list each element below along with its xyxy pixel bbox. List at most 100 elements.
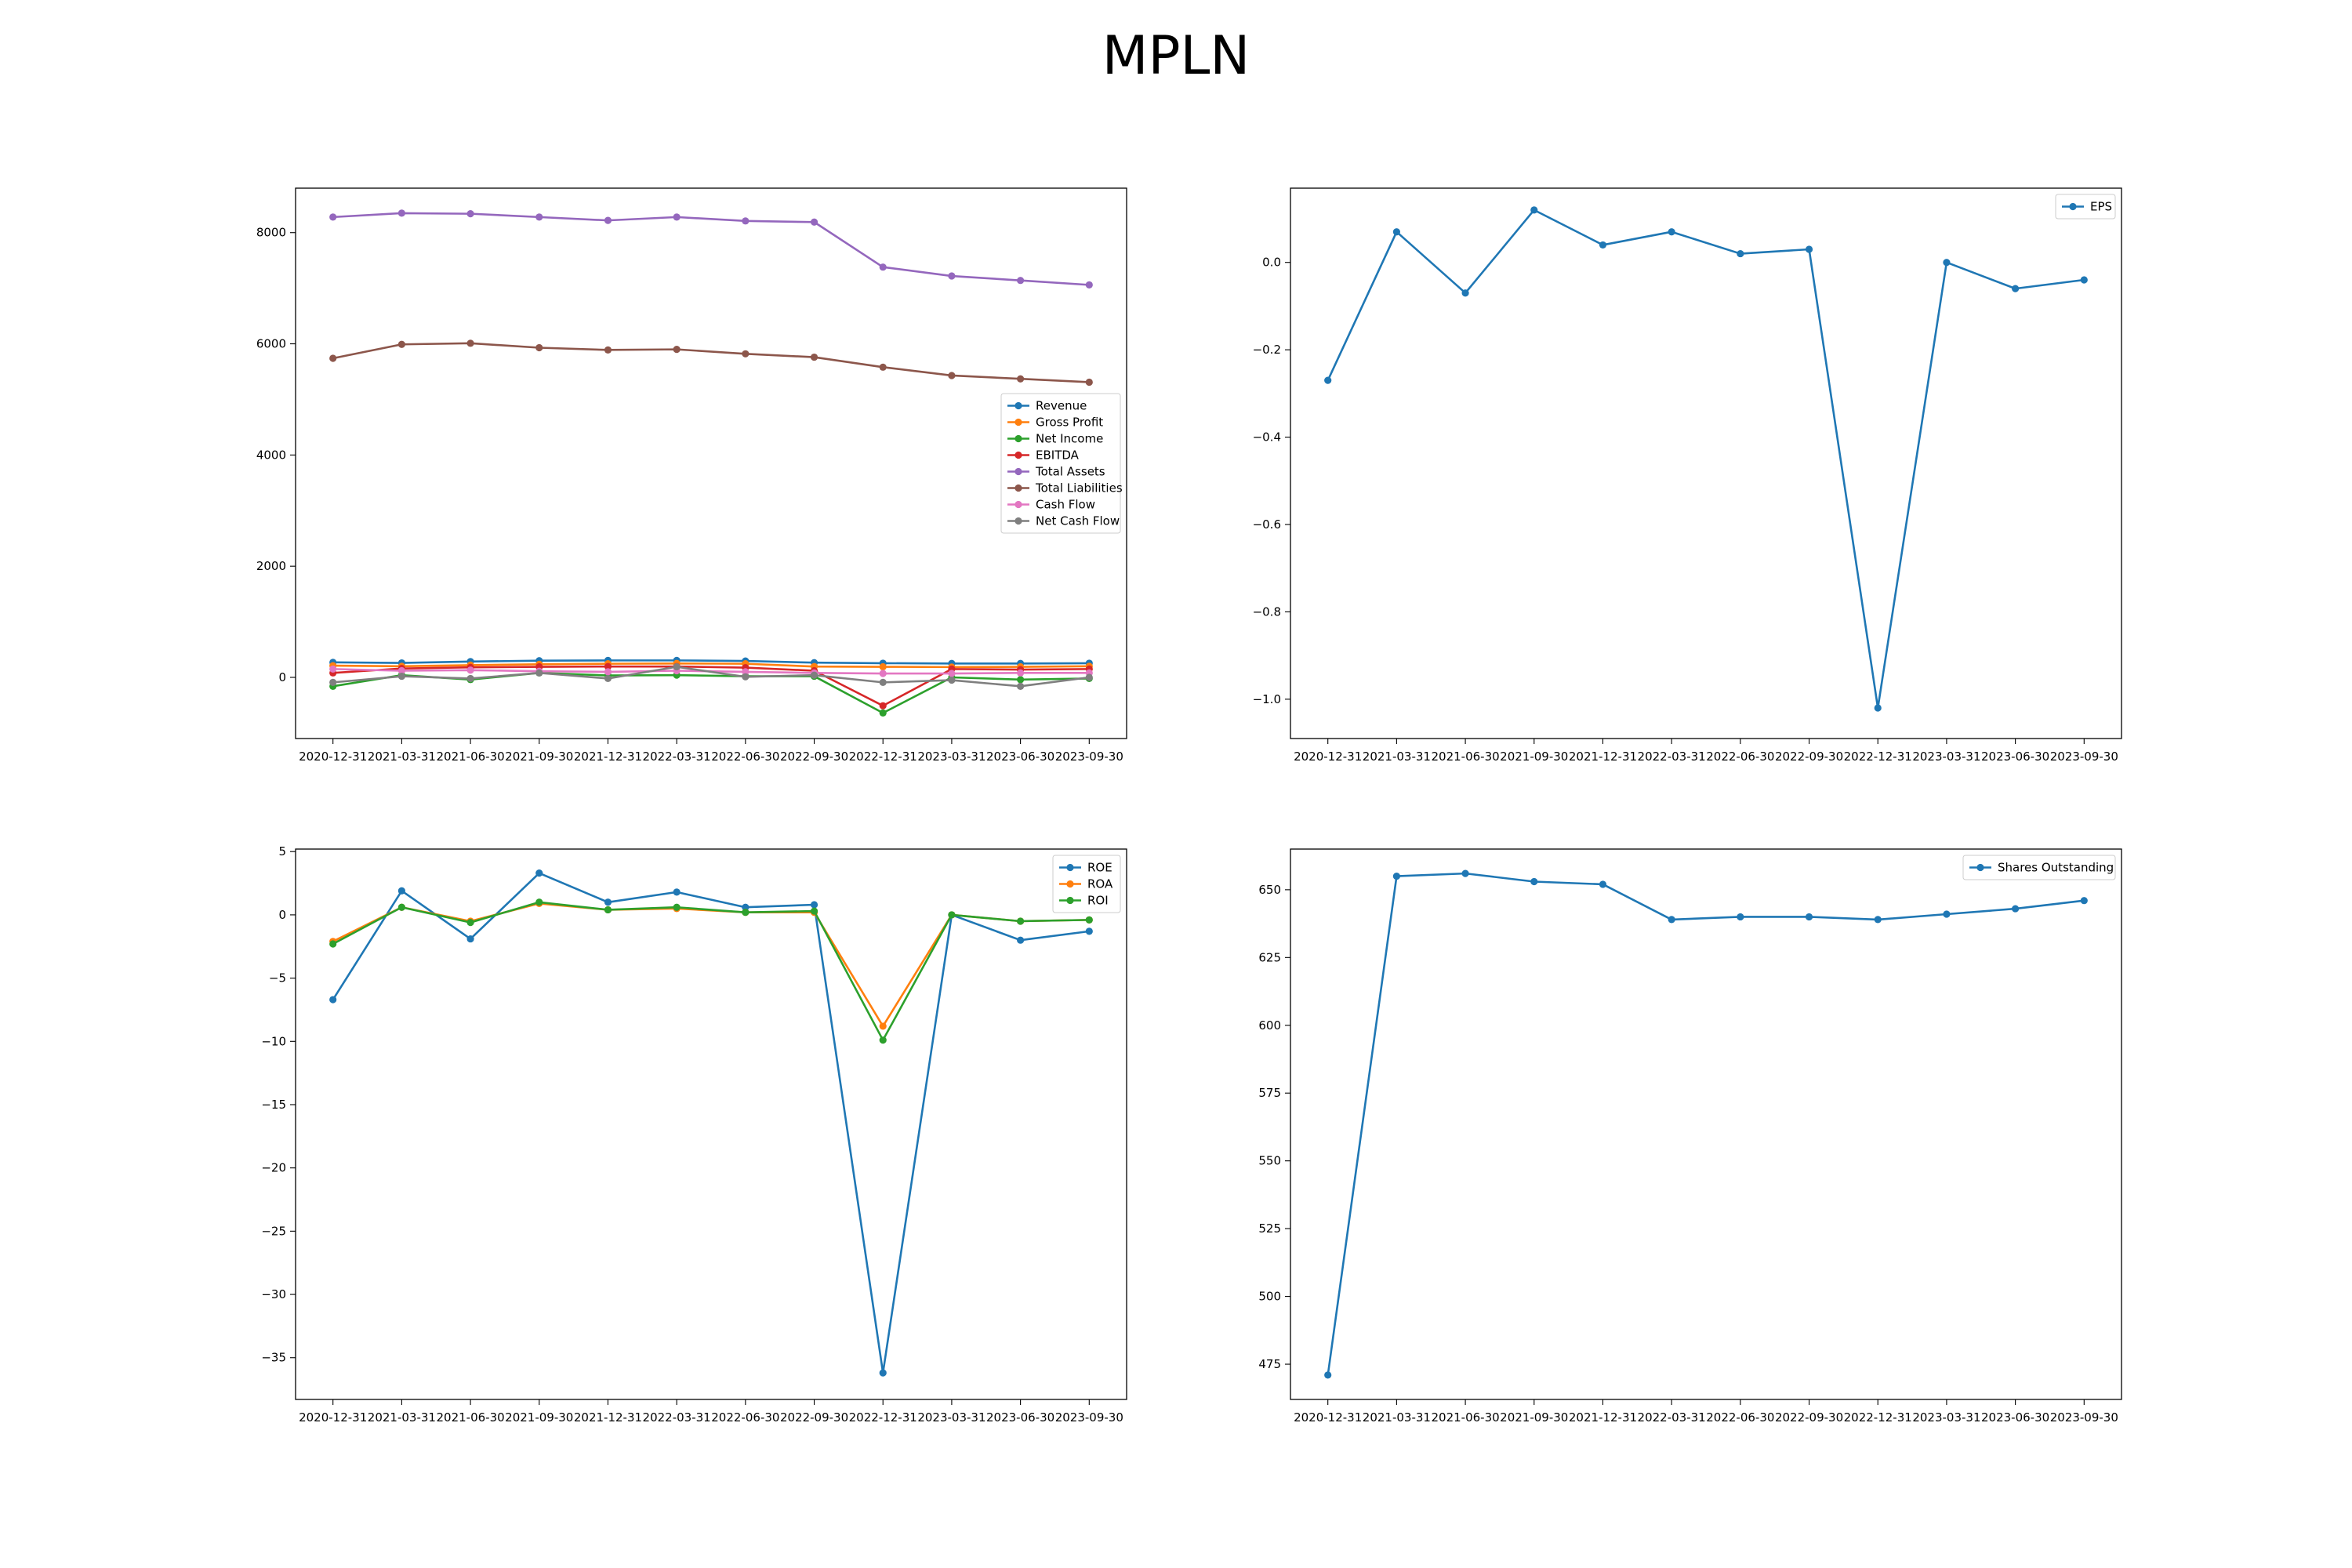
data-point bbox=[397, 209, 405, 217]
data-point bbox=[329, 940, 337, 948]
y-tick-label: −5 bbox=[269, 971, 286, 985]
subplot-2: 2020-12-31 2021-03-31 2021-06-30 2021-09-30… bbox=[1253, 187, 2122, 764]
series-eps bbox=[1324, 206, 2088, 712]
legend-marker bbox=[1014, 451, 1022, 459]
data-point bbox=[1324, 1371, 1332, 1379]
data-point bbox=[810, 901, 818, 909]
legend-box bbox=[2055, 194, 2116, 220]
data-point bbox=[1737, 913, 1744, 921]
data-point bbox=[604, 346, 612, 354]
y-tick-label: 475 bbox=[1258, 1357, 1281, 1371]
legend-label: Total Liabilities bbox=[1035, 481, 1123, 495]
x-tick-label: 2021-06-30 bbox=[436, 1410, 504, 1425]
x-tick-label: 2021-12-31 bbox=[1569, 1410, 1637, 1425]
subplot-4: 2020-12-31 2021-03-31 2021-06-30 2021-09-30… bbox=[1258, 848, 2122, 1425]
series-line bbox=[332, 212, 1090, 286]
data-point bbox=[1392, 872, 1400, 880]
x-tick-label: 2021-03-31 bbox=[1363, 750, 1431, 764]
legend-label: Cash Flow bbox=[1036, 498, 1095, 512]
legend-marker bbox=[1014, 517, 1022, 525]
x-tick-label: 2020-12-31 bbox=[1294, 750, 1362, 764]
x-tick-label: 2022-12-31 bbox=[849, 1410, 917, 1425]
data-point bbox=[1085, 673, 1093, 681]
data-point bbox=[397, 666, 405, 675]
data-point bbox=[1805, 913, 1813, 921]
legend-label: ROE bbox=[1087, 861, 1112, 875]
y-tick-label: −0.2 bbox=[1253, 343, 1281, 357]
legend-marker bbox=[1014, 500, 1022, 509]
data-point bbox=[879, 1369, 887, 1377]
data-point bbox=[879, 662, 887, 671]
x-tick-label: 2021-03-31 bbox=[1363, 1410, 1431, 1425]
x-tick-label: 2022-12-31 bbox=[849, 750, 917, 764]
data-point bbox=[673, 903, 681, 911]
data-point bbox=[1668, 916, 1675, 924]
y-tick-label: −0.8 bbox=[1253, 604, 1281, 619]
data-point bbox=[535, 213, 543, 221]
series-line bbox=[1327, 872, 2085, 1376]
x-tick-label: 2023-06-30 bbox=[986, 1410, 1054, 1425]
series-net-cash-flow bbox=[329, 662, 1093, 690]
data-point bbox=[1017, 682, 1025, 690]
x-tick-label: 2022-03-31 bbox=[1638, 1410, 1706, 1425]
subplot-1: 2020-12-31 2021-03-31 2021-06-30 2021-09-30… bbox=[256, 187, 1127, 764]
x-tick-label: 2023-09-30 bbox=[1055, 1410, 1123, 1425]
series-line bbox=[332, 662, 1090, 669]
data-point bbox=[879, 263, 887, 271]
data-point bbox=[1017, 669, 1025, 677]
legend-marker bbox=[1066, 880, 1074, 888]
legend-label: Shares Outstanding bbox=[1998, 861, 2114, 875]
x-tick-label: 2021-12-31 bbox=[574, 1410, 642, 1425]
data-point bbox=[1874, 704, 1882, 712]
data-point bbox=[1943, 910, 1951, 918]
data-point bbox=[2012, 285, 2020, 292]
legend-label: Total Assets bbox=[1035, 465, 1105, 479]
data-point bbox=[397, 887, 405, 895]
legend-label: Revenue bbox=[1036, 399, 1087, 413]
x-tick-label: 2023-09-30 bbox=[1055, 750, 1123, 764]
series-line bbox=[332, 342, 1090, 383]
x-tick-label: 2022-03-31 bbox=[643, 1410, 711, 1425]
x-tick-label: 2023-03-31 bbox=[917, 1410, 985, 1425]
x-tick-label: 2022-09-30 bbox=[780, 750, 848, 764]
x-tick-label: 2020-12-31 bbox=[299, 1410, 367, 1425]
y-tick-label: −1.0 bbox=[1253, 692, 1281, 706]
x-tick-label: 2023-03-31 bbox=[917, 750, 985, 764]
data-point bbox=[742, 668, 750, 676]
data-point bbox=[397, 903, 405, 911]
series-total-liabilities bbox=[329, 339, 1093, 387]
legend: Revenue Gross Profit Net Income EBITDA Total… bbox=[1000, 393, 1123, 534]
legend-label: ROA bbox=[1087, 877, 1113, 891]
data-point bbox=[397, 672, 405, 681]
y-tick-label: 0 bbox=[278, 670, 286, 684]
series-roi bbox=[329, 898, 1093, 1044]
data-point bbox=[1874, 916, 1882, 924]
x-tick-label: 2023-09-30 bbox=[2050, 1410, 2118, 1425]
data-point bbox=[810, 671, 818, 679]
data-point bbox=[1017, 277, 1025, 285]
y-tick-label: 525 bbox=[1258, 1221, 1281, 1236]
y-tick-label: 5 bbox=[278, 844, 286, 858]
data-point bbox=[1392, 228, 1400, 236]
data-point bbox=[742, 217, 750, 225]
subplots: 2020-12-31 2021-03-31 2021-06-30 2021-09-30… bbox=[256, 187, 2122, 1425]
x-tick-label: 2021-12-31 bbox=[574, 750, 642, 764]
data-point bbox=[879, 1036, 887, 1044]
x-tick-label: 2022-12-31 bbox=[1844, 1410, 1912, 1425]
x-tick-label: 2021-03-31 bbox=[368, 750, 436, 764]
y-tick-label: 0 bbox=[278, 908, 286, 922]
data-point bbox=[742, 903, 750, 911]
legend-box bbox=[1000, 393, 1121, 534]
data-point bbox=[948, 372, 956, 379]
data-point bbox=[1737, 249, 1744, 258]
data-point bbox=[673, 346, 681, 354]
y-tick-label: −20 bbox=[261, 1161, 286, 1175]
x-tick-label: 2023-06-30 bbox=[1981, 750, 2049, 764]
data-point bbox=[1599, 880, 1607, 888]
data-point bbox=[879, 363, 887, 371]
data-point bbox=[1017, 375, 1025, 383]
data-point bbox=[535, 869, 543, 877]
axes-frame bbox=[295, 848, 1127, 1400]
